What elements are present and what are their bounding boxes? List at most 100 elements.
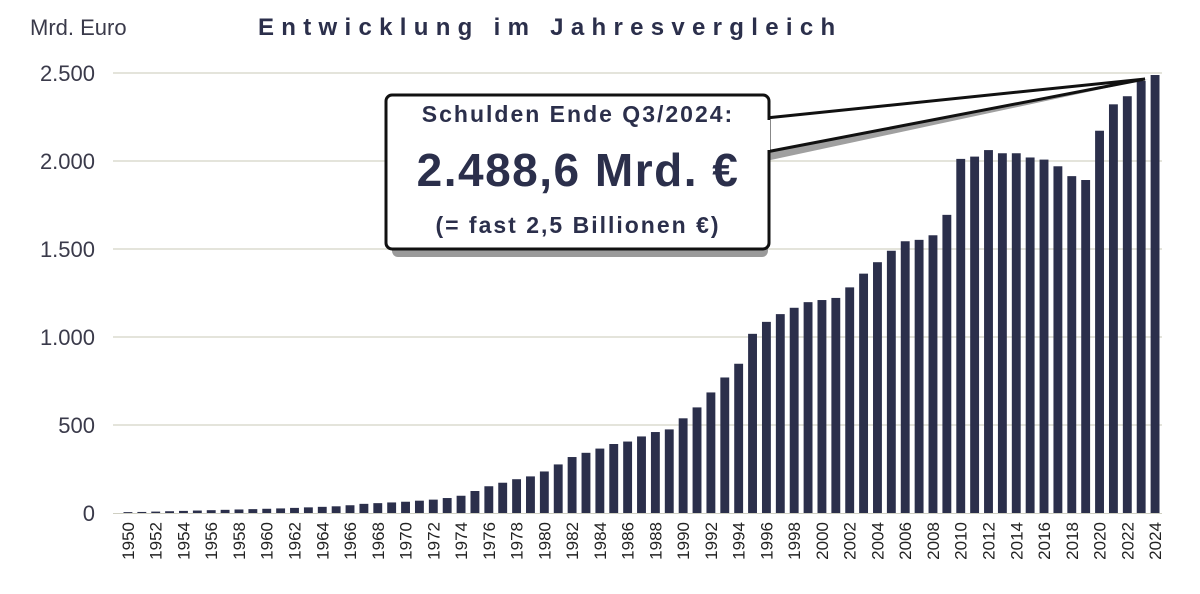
bar-2002 — [845, 287, 855, 513]
bar-1971 — [414, 500, 424, 513]
bar-2011 — [970, 156, 980, 513]
x-tick-label: 2004 — [868, 522, 887, 560]
x-tick-label: 2014 — [1007, 522, 1026, 560]
bar-1954 — [179, 510, 188, 513]
bar-1989 — [664, 429, 674, 513]
bar-1982 — [567, 457, 577, 513]
bar-1984 — [595, 448, 605, 513]
bar-1951 — [137, 511, 147, 513]
x-tick-label: 2002 — [841, 522, 860, 560]
x-tick-label: 2006 — [896, 522, 915, 560]
bar-2023 — [1136, 80, 1146, 514]
y-tick-label: 2.500 — [40, 61, 95, 86]
bar-1978 — [512, 479, 522, 513]
bar-2003 — [859, 273, 869, 513]
bar-2004 — [873, 262, 882, 513]
bar-2012 — [984, 150, 993, 513]
bar-1965 — [331, 506, 341, 513]
bar-1963 — [303, 507, 313, 513]
bar-1999 — [803, 302, 813, 513]
x-tick-label: 1972 — [424, 522, 443, 560]
bar-2015 — [1025, 157, 1035, 514]
callout-line-1: Schulden Ende Q3/2024: — [422, 101, 734, 127]
bar-1962 — [290, 507, 299, 513]
x-tick-label: 2024 — [1146, 522, 1165, 560]
x-tick-label: 2008 — [924, 522, 943, 560]
x-tick-label: 1992 — [702, 522, 721, 560]
callout-pointer — [764, 77, 1146, 154]
y-tick-label: 2.000 — [40, 149, 95, 174]
callout-box — [384, 93, 771, 251]
bar-1995 — [748, 333, 757, 513]
bar-1953 — [165, 511, 175, 513]
bar-1996 — [761, 321, 771, 513]
x-tick-label: 2022 — [1118, 522, 1137, 560]
x-tick-label: 1986 — [619, 522, 638, 560]
bar-2016 — [1039, 159, 1049, 514]
x-tick-label: 2000 — [813, 522, 832, 560]
bar-1979 — [526, 476, 535, 513]
chart-title: Entwicklung im Jahresvergleich — [258, 14, 842, 41]
bar-2013 — [997, 153, 1007, 514]
y-tick-label: 0 — [83, 501, 95, 526]
bar-2021 — [1108, 104, 1118, 513]
bar-1972 — [428, 499, 438, 513]
x-tick-label: 1988 — [646, 522, 665, 560]
bar-1993 — [720, 377, 730, 513]
bar-2009 — [942, 214, 952, 513]
bar-1977 — [498, 482, 508, 513]
bar-1975 — [470, 491, 480, 513]
bar-1957 — [220, 509, 230, 513]
bar-1976 — [484, 486, 494, 513]
x-tick-label: 1974 — [452, 522, 471, 560]
x-tick-label: 1984 — [591, 522, 610, 560]
bar-2005 — [886, 250, 896, 513]
x-tick-label: 1960 — [258, 522, 277, 560]
bar-1964 — [317, 506, 327, 513]
callout-line-2: 2.488,6 Mrd. € — [417, 144, 740, 196]
bar-1980 — [539, 471, 549, 513]
x-tick-label: 1990 — [674, 522, 693, 560]
y-axis: 0 500 1.000 1.500 2.000 2.500 — [40, 61, 95, 526]
bar-1998 — [789, 307, 799, 513]
x-tick-label: 2016 — [1035, 522, 1054, 560]
x-tick-label: 1994 — [730, 522, 749, 560]
callout-line-3: (= fast 2,5 Billionen €) — [435, 212, 720, 238]
bar-1961 — [276, 508, 286, 513]
bar-1973 — [442, 498, 452, 513]
bar-1960 — [262, 508, 272, 513]
callout-seam-cover — [764, 120, 770, 150]
x-tick-label: 1996 — [757, 522, 776, 560]
x-tick-label: 1978 — [508, 522, 527, 560]
bar-1991 — [692, 407, 702, 513]
bar-1967 — [359, 503, 369, 513]
bar-1994 — [734, 363, 744, 513]
bar-1958 — [234, 509, 244, 513]
bar-1952 — [151, 511, 161, 513]
x-tick-label: 2018 — [1063, 522, 1082, 560]
bar-1985 — [609, 444, 619, 513]
x-tick-label: 1982 — [563, 522, 582, 560]
bar-1986 — [623, 441, 633, 513]
bar-1956 — [206, 510, 216, 513]
bar-1966 — [345, 505, 355, 513]
x-tick-label: 1976 — [480, 522, 499, 560]
y-tick-label: 1.500 — [40, 237, 95, 262]
bar-1959 — [248, 509, 258, 513]
x-tick-label: 1952 — [147, 522, 166, 560]
bar-2014 — [1011, 153, 1021, 514]
bar-2001 — [831, 297, 841, 513]
bar-1981 — [553, 464, 563, 513]
bar-1990 — [678, 418, 688, 513]
bar-2024 — [1150, 75, 1160, 513]
x-tick-label: 1956 — [202, 522, 221, 560]
bar-2007 — [914, 239, 924, 513]
x-tick-label: 2012 — [980, 522, 999, 560]
bar-1997 — [775, 314, 785, 513]
y-axis-label: Mrd. Euro — [30, 15, 127, 40]
x-tick-label: 1970 — [397, 522, 416, 560]
bar-2018 — [1067, 176, 1077, 514]
bar-2010 — [956, 158, 966, 513]
bar-1983 — [581, 452, 591, 513]
